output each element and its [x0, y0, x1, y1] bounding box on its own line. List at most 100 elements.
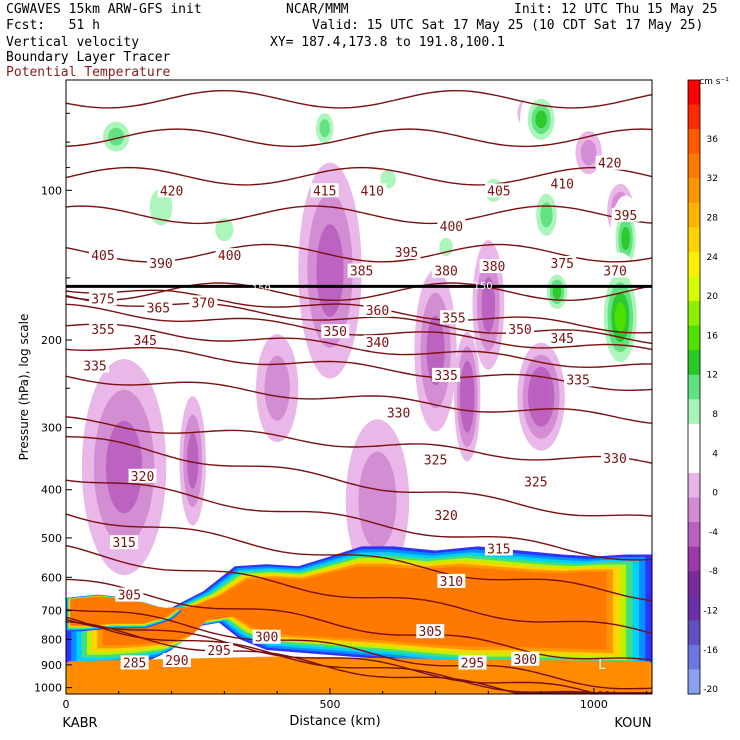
- colorbar-label-10: -4: [709, 528, 718, 538]
- colorbar-swatch-22: [688, 620, 700, 646]
- colorbar-label-3: 24: [707, 253, 719, 263]
- theta-label-bg-37: [110, 535, 139, 550]
- y-tick-label-4: 500: [41, 532, 62, 545]
- colorbar-swatch-15: [688, 448, 700, 474]
- theta-label-bg-32: [421, 452, 450, 467]
- theta-label-4: 410: [551, 178, 574, 193]
- theta-label-bg-22: [321, 324, 350, 339]
- theta-label-37: 315: [112, 536, 135, 551]
- theta-label-bg-18: [189, 295, 218, 310]
- theta-label-bg-46: [162, 653, 191, 668]
- colorbar-label-7: 8: [712, 410, 718, 420]
- theta-label-bg-44: [205, 642, 234, 657]
- y-tick-label-5: 600: [41, 571, 62, 584]
- x-axis-label: Distance (km): [289, 714, 380, 729]
- field-vertical-velocity: Vertical velocity: [6, 35, 140, 50]
- theta-label-15: 370: [603, 265, 626, 280]
- left-endpoint-label: KABR: [62, 716, 97, 731]
- updraft-region-11-level-2: [149, 188, 173, 226]
- x-tick-label-0: 0: [63, 698, 70, 711]
- colorbar-label-8: 4: [712, 449, 718, 459]
- theta-contour-305: [66, 578, 652, 661]
- theta-label-33: 325: [524, 475, 547, 490]
- theta-label-7: 390: [149, 257, 172, 272]
- y-tick-label-0: 100: [41, 184, 62, 197]
- theta-label-28: 335: [83, 359, 106, 374]
- theta-label-bg-3: [484, 183, 513, 198]
- vertical-velocity-shading: [81, 86, 645, 582]
- theta-label-21: 355: [442, 311, 465, 326]
- y-tick-label-1: 200: [41, 334, 62, 347]
- colorbar-swatch-1: [688, 104, 700, 130]
- theta-label-12: 380: [434, 265, 457, 280]
- colorbar-label-12: -12: [703, 606, 718, 616]
- theta-label-bg-26: [88, 321, 117, 336]
- colorbar-unit: cm s⁻¹: [699, 77, 729, 87]
- theta-contour-340: [66, 346, 652, 391]
- theta-label-45: 295: [461, 656, 484, 671]
- theta-label-43: 300: [514, 653, 537, 668]
- theta-label-bg-5: [595, 155, 624, 170]
- y-axis-label: Pressure (hPa), log scale: [17, 314, 31, 461]
- theta-label-bg-19: [144, 300, 173, 315]
- theta-label-36: 320: [434, 509, 457, 524]
- theta-label-bg-29: [432, 367, 461, 382]
- theta-label-bg-9: [392, 244, 421, 259]
- theta-label-19: 365: [147, 301, 170, 316]
- org-label: NCAR/MMM: [286, 2, 349, 17]
- theta-label-47: 285: [123, 656, 146, 671]
- y-tick-label-6: 700: [41, 605, 62, 618]
- y-tick-label-2: 300: [41, 422, 62, 435]
- contour-labels: 420 415 410 405 410 420 405 390 400 395 400 385 380 3…: [81, 155, 640, 694]
- theta-label-27: 345: [133, 334, 156, 349]
- theta-label-30: 335: [566, 373, 589, 388]
- theta-label-22: 350: [324, 325, 347, 340]
- downdraft-region-4-level-2: [316, 224, 344, 317]
- theta-contour-335: [66, 375, 652, 424]
- theta-label-bg-25: [548, 330, 577, 345]
- theta-label-42: 300: [255, 631, 278, 646]
- downdraft-region-10-level-1: [264, 355, 290, 421]
- theta-label-bg-11: [347, 263, 376, 278]
- x-tick-label-1: 500: [319, 698, 340, 711]
- theta-label-bg-28: [81, 358, 110, 373]
- colorbar-swatch-6: [688, 227, 700, 253]
- theta-label-bg-13: [479, 259, 508, 274]
- cross-section-endpoints: XY= 187.4,173.8 to 191.8,100.1: [270, 35, 505, 50]
- theta-label-20: 360: [366, 304, 389, 319]
- theta-label-bg-21: [440, 310, 469, 325]
- colorbar-label-5: 16: [707, 331, 719, 341]
- theta-label-25: 345: [551, 332, 574, 347]
- theta-label-29: 335: [434, 369, 457, 384]
- theta-label-bg-39: [437, 573, 466, 588]
- valid-time: Valid: 15 UTC Sat 17 May 25 (10 CDT Sat …: [312, 18, 704, 33]
- theta-label-bg-4: [548, 176, 577, 191]
- colorbar-swatch-4: [688, 178, 700, 204]
- theta-contour-295: [66, 618, 652, 694]
- theta-label-bg-33: [521, 474, 550, 489]
- colorbar-swatch-18: [688, 522, 700, 548]
- theta-label-bg-16: [611, 207, 640, 222]
- theta-contour-390: [66, 90, 652, 109]
- theta-contour-290: [66, 616, 652, 694]
- theta-label-0: 420: [160, 184, 183, 199]
- theta-label-17: 375: [91, 292, 114, 307]
- downdraft-region-8-level-1: [358, 451, 397, 549]
- colorbar-label-2: 28: [707, 214, 719, 224]
- theta-label-34: 330: [603, 452, 626, 467]
- updraft-region-5-level-5: [614, 302, 626, 333]
- theta-contour-320: [66, 479, 652, 561]
- theta-contour-345: [66, 323, 652, 369]
- theta-label-14: 375: [551, 257, 574, 272]
- theta-label-44: 295: [207, 644, 230, 659]
- theta-label-2: 410: [360, 184, 383, 199]
- theta-label-bg-43: [511, 651, 540, 666]
- forecast-hour: Fcst: 51 h: [6, 18, 100, 33]
- annotation-1: 150: [474, 281, 493, 292]
- theta-label-bg-35: [128, 468, 157, 483]
- theta-contour-310: [66, 544, 652, 635]
- updraft-region-6-level-4: [552, 284, 562, 300]
- colorbar-swatch-11: [688, 350, 700, 376]
- theta-label-bg-10: [437, 219, 466, 234]
